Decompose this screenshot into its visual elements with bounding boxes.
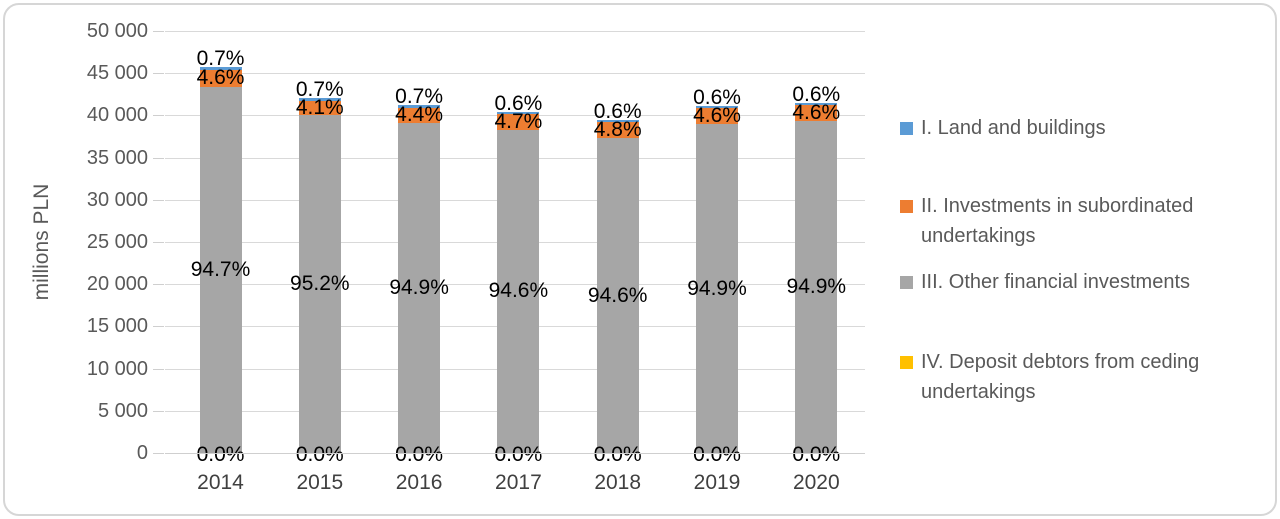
bar-segment-I (199, 66, 242, 70)
legend-swatch-icon (900, 122, 913, 135)
bar-segment-I (298, 98, 341, 101)
bar-segment-III (696, 124, 738, 453)
y-axis-tick-label: 0 (136, 442, 148, 464)
x-axis-line (165, 453, 865, 454)
bar-segment-III (596, 138, 639, 453)
data-label-series-I: 0.7% (295, 78, 344, 102)
bar-segment-I (497, 111, 540, 114)
y-axis-tick-label: 10 000 (86, 357, 148, 380)
bar-segment-I (795, 103, 838, 106)
data-label-series-IV: 0.0% (593, 443, 642, 466)
legend-swatch-icon (900, 356, 913, 369)
data-label-series-III: 95.2% (290, 272, 350, 296)
data-label-series-II: 4.6% (792, 101, 841, 125)
y-axis-tickmark (153, 157, 164, 159)
bar-segment-I (398, 105, 441, 108)
y-axis-tick-label: 35 000 (86, 146, 148, 169)
y-axis-tick-label: 5 000 (97, 399, 148, 422)
y-axis-tickmark (153, 453, 164, 454)
y-axis-tickmark (153, 284, 164, 286)
data-label-series-IV: 0.0% (693, 443, 741, 466)
data-label-series-II: 4.8% (593, 118, 642, 142)
bar-segment-II (596, 122, 639, 139)
data-label-series-II: 4.6% (196, 66, 245, 90)
bar-segment-II (795, 105, 838, 122)
y-axis-tick-label: 15 000 (86, 315, 148, 338)
data-label-series-III: 94.6% (587, 283, 648, 307)
data-label-series-IV: 0.0% (295, 443, 344, 466)
gridline (165, 73, 865, 75)
x-axis-tick-label: 2015 (296, 471, 344, 494)
legend-label: II. Investments in subordinated undertak… (921, 195, 1194, 247)
legend-label: I. Land and buildings (921, 117, 1106, 139)
y-axis-tickmark (153, 199, 164, 201)
x-axis-tick-label: 2014 (197, 471, 244, 494)
bar-segment-III (398, 123, 441, 453)
legend-label: IV. Deposit debtors from ceding undertak… (921, 351, 1200, 403)
data-label-series-II: 4.7% (494, 109, 543, 133)
data-label-series-III: 94.9% (389, 276, 449, 299)
y-axis-tick-label: 40 000 (86, 104, 148, 127)
y-axis-tickmark (153, 368, 164, 370)
y-axis-title: millions PLN (30, 183, 53, 301)
data-label-series-III: 94.7% (190, 258, 251, 282)
legend-swatch-icon (900, 276, 913, 289)
data-label-series-I: 0.7% (395, 85, 444, 109)
data-label-series-I: 0.7% (196, 46, 245, 70)
y-axis-tickmark (153, 31, 164, 32)
data-label-series-IV: 0.0% (792, 443, 841, 466)
legend-item-III: III. Other financial investments (900, 267, 1256, 331)
bar-segment-III (795, 121, 838, 453)
data-label-series-III: 94.9% (687, 276, 747, 300)
data-label-series-II: 4.4% (395, 103, 444, 127)
y-axis-tick-label: 25 000 (86, 231, 148, 253)
data-label-series-IV: 0.0% (196, 443, 245, 466)
x-axis-tick-label: 2018 (594, 471, 642, 494)
y-axis-tick-label: 30 000 (86, 188, 148, 211)
y-axis-tickmark (153, 115, 164, 117)
data-label-series-I: 0.6% (494, 91, 543, 115)
x-axis-tick-label: 2017 (495, 471, 542, 494)
bar-segment-II (298, 100, 341, 116)
x-axis-tick-label: 2019 (693, 471, 741, 494)
data-label-series-IV: 0.0% (395, 443, 444, 466)
legend-item-I: I. Land and buildings (900, 113, 1256, 177)
bar-segment-II (398, 107, 441, 123)
data-label-series-II: 4.1% (295, 95, 344, 119)
bar-segment-III (497, 129, 540, 453)
bar-segment-I (596, 120, 639, 123)
legend-item-II: II. Investments in subordinated undertak… (900, 191, 1256, 255)
y-axis-tickmark (153, 242, 164, 243)
y-axis-tickmark (153, 326, 164, 328)
x-axis-tick-label: 2016 (395, 471, 443, 494)
legend-swatch-icon (900, 200, 913, 213)
bar-segment-I (696, 106, 738, 109)
gridline (165, 31, 865, 32)
data-label-series-II: 4.6% (693, 104, 741, 128)
bar-segment-II (696, 108, 738, 125)
data-label-series-I: 0.6% (593, 100, 642, 124)
data-label-series-I: 0.6% (792, 83, 841, 107)
data-label-series-III: 94.9% (786, 275, 847, 299)
bar-segment-II (199, 69, 242, 88)
bar-segment-II (497, 113, 540, 130)
legend-label: III. Other financial investments (921, 271, 1191, 293)
x-axis-tick-label: 2020 (792, 471, 840, 494)
bar-segment-III (298, 115, 341, 453)
data-label-series-III: 94.6% (488, 279, 549, 303)
y-axis-tick-label: 50 000 (86, 20, 148, 42)
data-label-series-IV: 0.0% (494, 443, 543, 466)
y-axis-tick-label: 20 000 (86, 273, 148, 296)
y-axis-tick-label: 45 000 (86, 62, 148, 85)
data-label-series-I: 0.6% (693, 86, 741, 110)
legend-item-IV: IV. Deposit debtors from ceding undertak… (900, 347, 1256, 411)
y-axis-tickmark (153, 410, 164, 412)
bar-segment-III (199, 87, 242, 453)
y-axis-tickmark (153, 73, 164, 75)
